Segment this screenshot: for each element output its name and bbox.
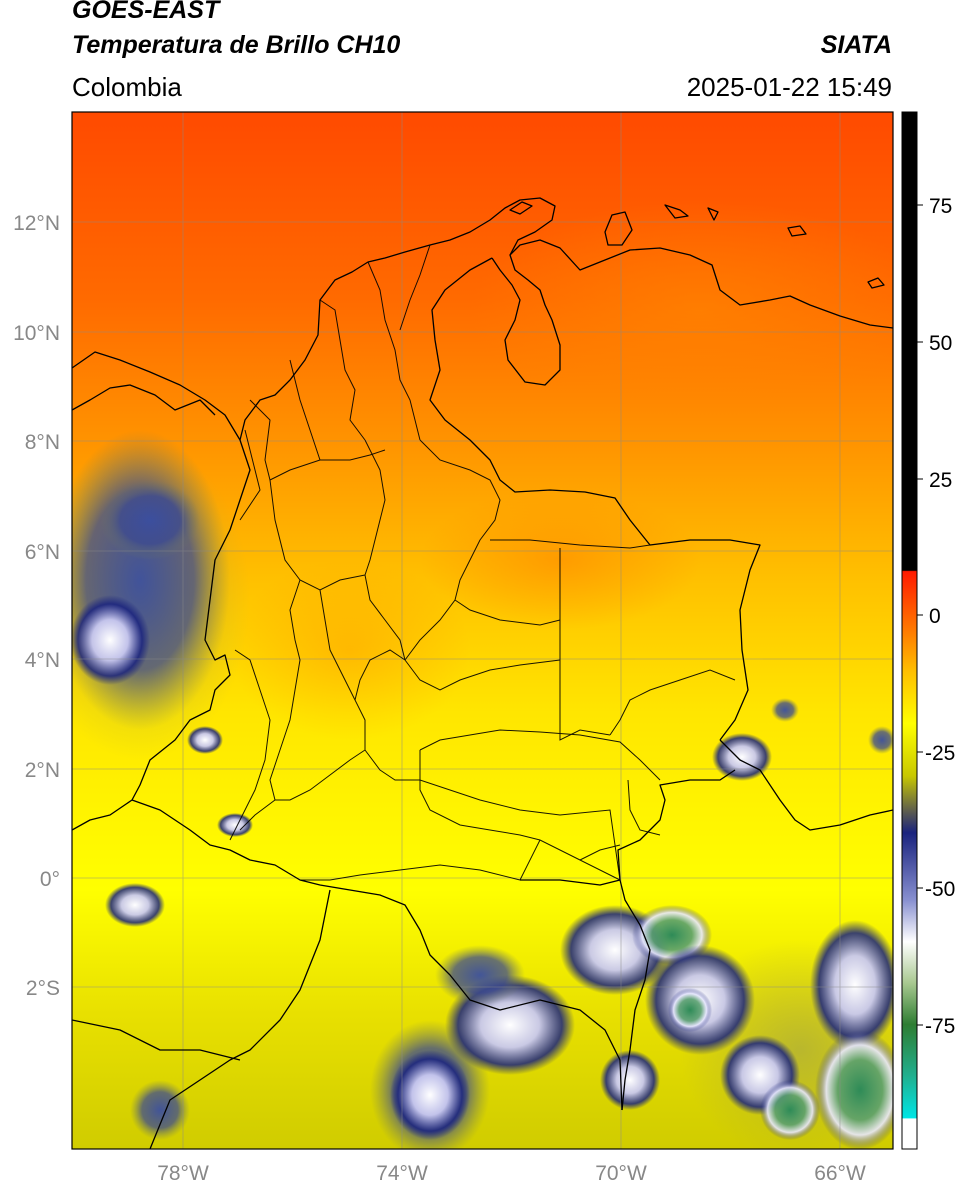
graticule (72, 112, 893, 1149)
colorbar-tick: 75 (929, 195, 952, 218)
lat-tick: 8°N (25, 431, 60, 454)
colorbar-scale (901, 111, 918, 1150)
lat-tick-labels: 12°N 10°N 8°N 6°N 4°N 2°N 0° 2°S (13, 212, 60, 1000)
timestamp-label: 2025-01-22 15:49 (686, 72, 892, 102)
lat-tick: 0° (40, 868, 60, 891)
colorbar-tick: 50 (929, 332, 952, 355)
colorbar: 75 50 25 0 -25 -50 -75 (901, 111, 955, 1150)
title-product: Temperatura de Brillo CH10 (72, 31, 401, 59)
lon-tick-labels: 78°W 74°W 70°W 66°W (157, 1162, 866, 1185)
colorbar-tick: -75 (925, 1015, 955, 1038)
region-label: Colombia (72, 72, 182, 102)
title-satellite: GOES-EAST (72, 0, 220, 24)
lat-tick: 2°N (25, 759, 60, 782)
lon-tick: 66°W (814, 1162, 866, 1185)
colorbar-tick: 25 (929, 469, 952, 492)
country-borders (72, 197, 893, 1149)
lon-tick: 70°W (595, 1162, 647, 1185)
lat-tick: 12°N (13, 212, 60, 235)
lat-tick: 4°N (25, 649, 60, 672)
colorbar-tick: -50 (925, 878, 955, 901)
credit-label: SIATA (820, 31, 892, 59)
lat-tick: 6°N (25, 541, 60, 564)
lon-tick: 74°W (376, 1162, 428, 1185)
lat-tick: 10°N (13, 322, 60, 345)
colorbar-tick: 0 (929, 605, 941, 628)
lon-tick: 78°W (157, 1162, 209, 1185)
map-frame (71, 111, 894, 1150)
lat-tick: 2°S (26, 977, 60, 1000)
colorbar-tick: -25 (925, 742, 955, 765)
department-borders (229, 244, 736, 881)
